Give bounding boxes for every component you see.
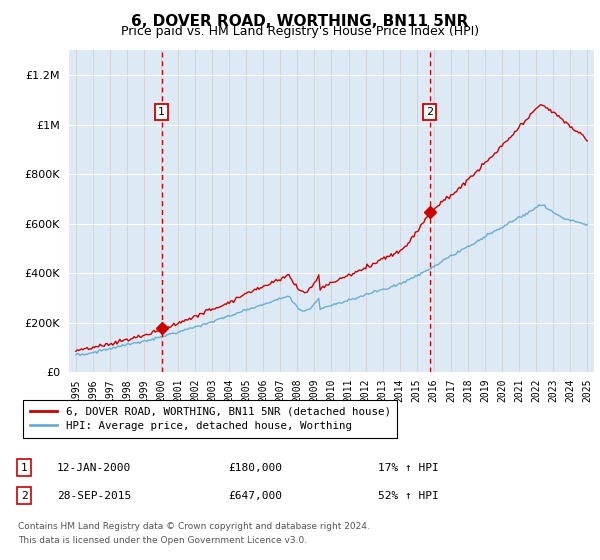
Text: Price paid vs. HM Land Registry's House Price Index (HPI): Price paid vs. HM Land Registry's House … xyxy=(121,25,479,38)
Text: 12-JAN-2000: 12-JAN-2000 xyxy=(57,463,131,473)
Text: 2: 2 xyxy=(426,108,433,118)
Text: 2: 2 xyxy=(20,491,28,501)
Text: 6, DOVER ROAD, WORTHING, BN11 5NR: 6, DOVER ROAD, WORTHING, BN11 5NR xyxy=(131,14,469,29)
Text: 17% ↑ HPI: 17% ↑ HPI xyxy=(378,463,439,473)
Text: £647,000: £647,000 xyxy=(228,491,282,501)
Text: Contains HM Land Registry data © Crown copyright and database right 2024.: Contains HM Land Registry data © Crown c… xyxy=(18,522,370,531)
Text: 52% ↑ HPI: 52% ↑ HPI xyxy=(378,491,439,501)
Text: 1: 1 xyxy=(158,108,165,118)
Text: £180,000: £180,000 xyxy=(228,463,282,473)
Legend: 6, DOVER ROAD, WORTHING, BN11 5NR (detached house), HPI: Average price, detached: 6, DOVER ROAD, WORTHING, BN11 5NR (detac… xyxy=(23,400,397,437)
Text: 1: 1 xyxy=(20,463,28,473)
Text: This data is licensed under the Open Government Licence v3.0.: This data is licensed under the Open Gov… xyxy=(18,536,307,545)
Text: 28-SEP-2015: 28-SEP-2015 xyxy=(57,491,131,501)
